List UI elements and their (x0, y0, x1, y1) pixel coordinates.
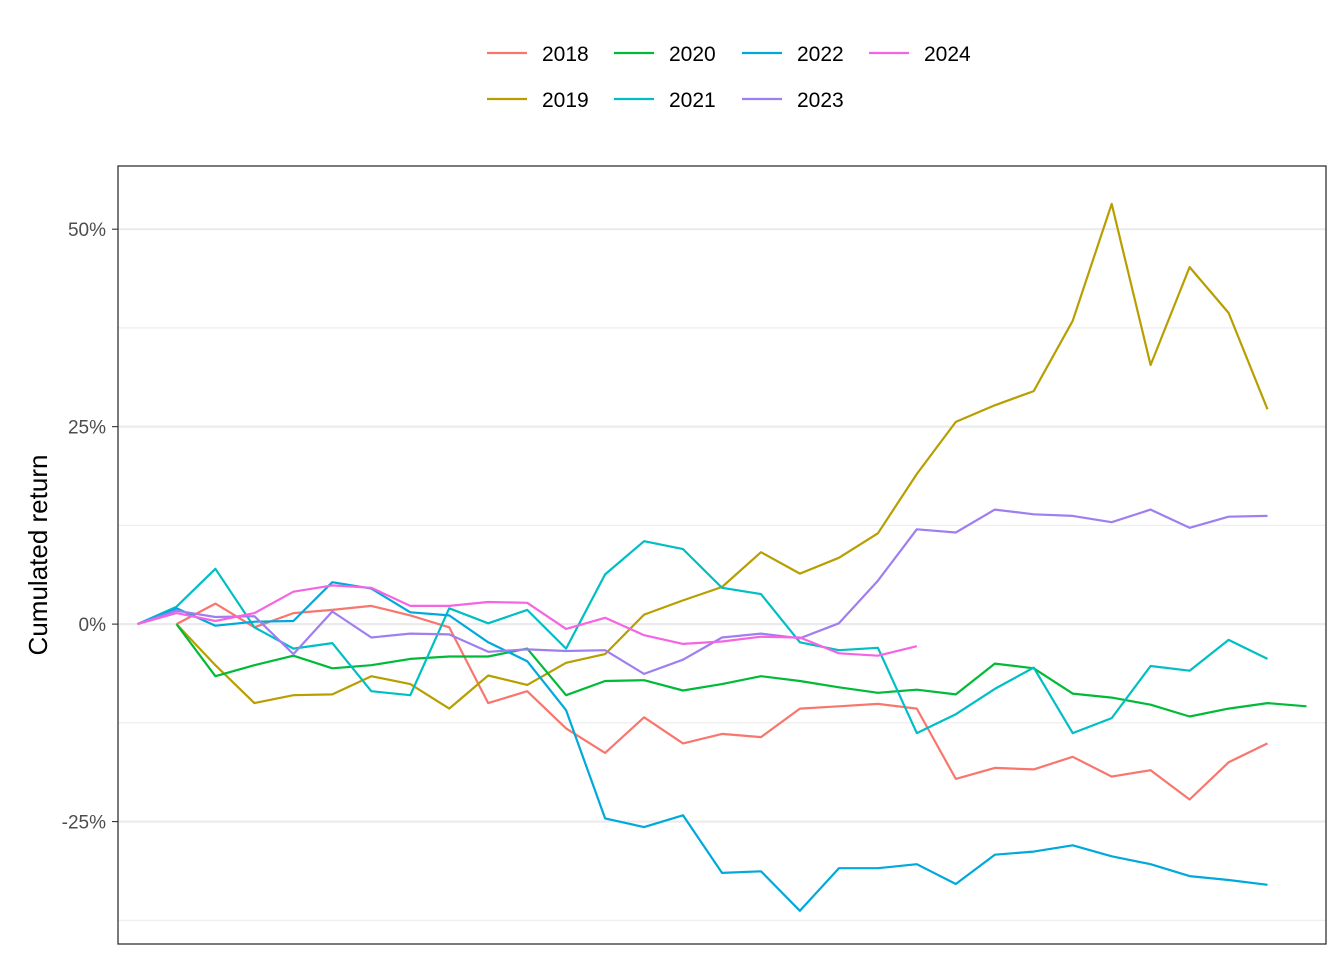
series-line-2018 (175, 602, 1268, 801)
series-lines (137, 202, 1307, 912)
series-line-2022 (137, 581, 1268, 912)
legend-label-2021: 2021 (669, 89, 716, 112)
y-tick-label: 50% (68, 220, 106, 241)
series-line-2024 (137, 584, 918, 657)
legend-label-2018: 2018 (542, 43, 589, 66)
series-line-2023 (137, 508, 1268, 676)
y-axis-title: Cumulated return (23, 455, 53, 656)
y-tick-label: 25% (68, 418, 106, 439)
legend-label-2023: 2023 (797, 89, 844, 112)
plot-panel-border (117, 165, 1327, 945)
series-line-2021 (137, 540, 1268, 735)
legend-label-2019: 2019 (542, 89, 589, 112)
grid-lines (118, 228, 1326, 921)
y-tick-label: 0% (79, 615, 107, 636)
legend-label-2024: 2024 (924, 43, 971, 66)
y-tick-label: -25% (62, 813, 106, 834)
y-axis-ticks: 50% 25% 0% -25% (62, 220, 118, 834)
legend: 2018 2019 2020 2021 2022 2023 2024 (487, 43, 971, 112)
series-line-2019 (175, 202, 1269, 710)
series-line-2020 (175, 623, 1307, 718)
legend-label-2022: 2022 (797, 43, 844, 66)
legend-label-2020: 2020 (669, 43, 716, 66)
